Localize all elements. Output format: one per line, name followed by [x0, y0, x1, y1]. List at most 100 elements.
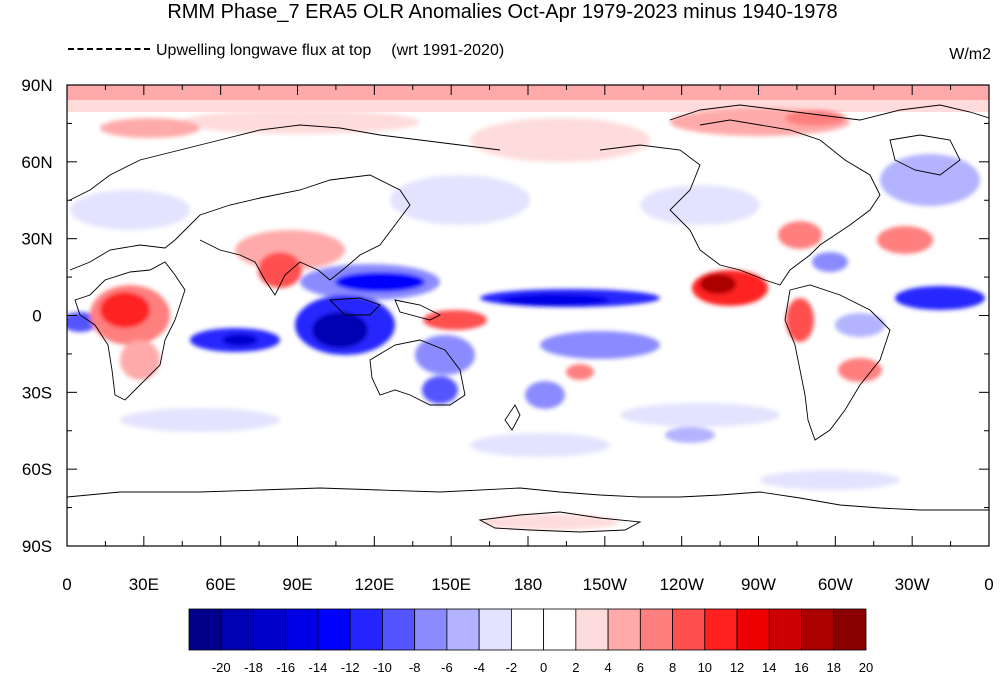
colorbar — [188, 608, 867, 651]
anomaly-patch — [566, 364, 594, 380]
coast-new-zealand — [504, 404, 521, 431]
colorbar-swatch — [446, 608, 480, 651]
anomaly-patch — [180, 110, 420, 134]
anomaly-patch — [423, 310, 487, 330]
colorbar-label: -4 — [473, 660, 485, 675]
colorbar-label: 20 — [859, 660, 873, 675]
anomaly-patch — [525, 381, 565, 409]
coast-south-america — [784, 284, 891, 441]
colorbar-swatch — [220, 608, 254, 651]
colorbar-label: 18 — [827, 660, 841, 675]
colorbar-label: 4 — [604, 660, 611, 675]
anomaly-patch — [480, 514, 620, 530]
colorbar-swatch — [188, 608, 222, 651]
colorbar-swatch — [543, 608, 577, 651]
coast-ross-ice-shelf — [478, 511, 642, 533]
colorbar-swatch — [349, 608, 383, 651]
longitude-labels: 0 30E 60E 90E 120E 150E 180 150W 120W 90W 60W 30W 0 — [62, 575, 993, 594]
coastlines — [67, 104, 989, 533]
anomaly-patch — [835, 313, 885, 337]
coast-australia — [369, 339, 466, 406]
anomaly-patch — [470, 118, 650, 162]
map-subtitle: Upwelling longwave flux at top (wrt 1991-… — [68, 41, 504, 61]
anomaly-patch — [877, 226, 933, 254]
coast-eurasia — [69, 174, 411, 296]
colorbar-label: 2 — [572, 660, 579, 675]
units-label: W/m2 — [949, 46, 991, 63]
coast-arctic-archipelago — [669, 104, 989, 121]
colorbar-swatch — [478, 608, 512, 651]
dashed-line-legend-icon — [68, 47, 150, 50]
colorbar-swatch — [510, 608, 545, 651]
colorbar-swatch — [833, 608, 867, 651]
colorbar-label: -14 — [309, 660, 328, 675]
coast-antarctica — [67, 487, 989, 511]
colorbar-label: -2 — [506, 660, 518, 675]
lon-label: 120E — [354, 575, 394, 594]
lat-label: 30N — [21, 230, 52, 249]
anomaly-patch — [540, 331, 660, 359]
colorbar-swatch — [672, 608, 706, 651]
lon-label: 180 — [514, 575, 542, 594]
colorbar-labels: -20 -18 -16 -14 -12 -10 -8 -6 -4 -2 0 2 4 6 8 10 12 14 16 1… — [212, 660, 873, 675]
colorbar-swatch — [253, 608, 287, 651]
anomaly-patch — [838, 358, 882, 382]
lon-label: 0 — [62, 575, 71, 594]
anomaly-patch — [222, 334, 258, 346]
lon-label: 150W — [583, 575, 627, 594]
colorbar-label: 16 — [794, 660, 808, 675]
anomaly-patch — [120, 340, 160, 380]
colorbar-swatch — [414, 608, 448, 651]
anomaly-patch — [895, 286, 985, 310]
anomaly-patch — [500, 294, 610, 306]
lat-label: 60N — [21, 153, 52, 172]
colorbar-label: 6 — [637, 660, 644, 675]
map-panel: 90N 60N 30N 0 30S 60S 90S 0 30E 60E 90E 120E 150E 18… — [21, 76, 993, 594]
lat-label: 60S — [22, 460, 52, 479]
lon-label: 60E — [206, 575, 236, 594]
lon-label: 90W — [741, 575, 776, 594]
coast-north-america — [599, 119, 881, 286]
anomaly-patch — [785, 110, 845, 126]
colorbar-label: 0 — [540, 660, 547, 675]
colorbar-swatch — [801, 608, 835, 651]
lon-label: 0 — [984, 575, 993, 594]
anomaly-patch — [120, 408, 280, 432]
colorbar-label: 10 — [698, 660, 712, 675]
anomaly-patch — [778, 221, 822, 249]
colorbar-label: -16 — [276, 660, 295, 675]
colorbar-label: -18 — [244, 660, 263, 675]
anomaly-patch — [812, 252, 848, 272]
latitude-labels: 90N 60N 30N 0 30S 60S 90S — [21, 76, 52, 556]
anomaly-patch — [640, 185, 760, 225]
colorbar-label: -8 — [409, 660, 421, 675]
lon-label: 30E — [129, 575, 159, 594]
coast-maritime-continent — [328, 297, 442, 321]
colorbar-label: -12 — [341, 660, 360, 675]
lon-label: 120W — [659, 575, 703, 594]
colorbar-swatch — [768, 608, 802, 651]
lon-label: 60W — [818, 575, 853, 594]
anomaly-patch — [312, 312, 368, 348]
subtitle-note: (wrt 1991-2020) — [391, 42, 505, 59]
colorbar-swatch — [317, 608, 351, 651]
lat-label: 30S — [22, 383, 52, 402]
map-title: RMM Phase_7 ERA5 OLR Anomalies Oct-Apr 1… — [167, 1, 838, 23]
colorbar-label: 12 — [730, 660, 744, 675]
anomaly-patch — [880, 154, 980, 206]
subtitle-text: Upwelling longwave flux at top — [156, 42, 372, 59]
colorbar-swatch — [575, 608, 609, 651]
anomaly-field — [67, 85, 989, 533]
coast-northern-eurasia — [69, 124, 501, 201]
anomaly-patch — [422, 376, 458, 404]
colorbar-label: -6 — [441, 660, 453, 675]
colorbar-label: -10 — [373, 660, 392, 675]
colorbar-swatch — [382, 608, 416, 651]
anomaly-patch — [70, 190, 190, 230]
anomaly-patch — [786, 298, 814, 342]
lat-label: 0 — [32, 307, 41, 326]
anomaly-patch — [415, 335, 475, 375]
colorbar-swatch — [704, 608, 738, 651]
axis-ticks — [66, 84, 990, 547]
